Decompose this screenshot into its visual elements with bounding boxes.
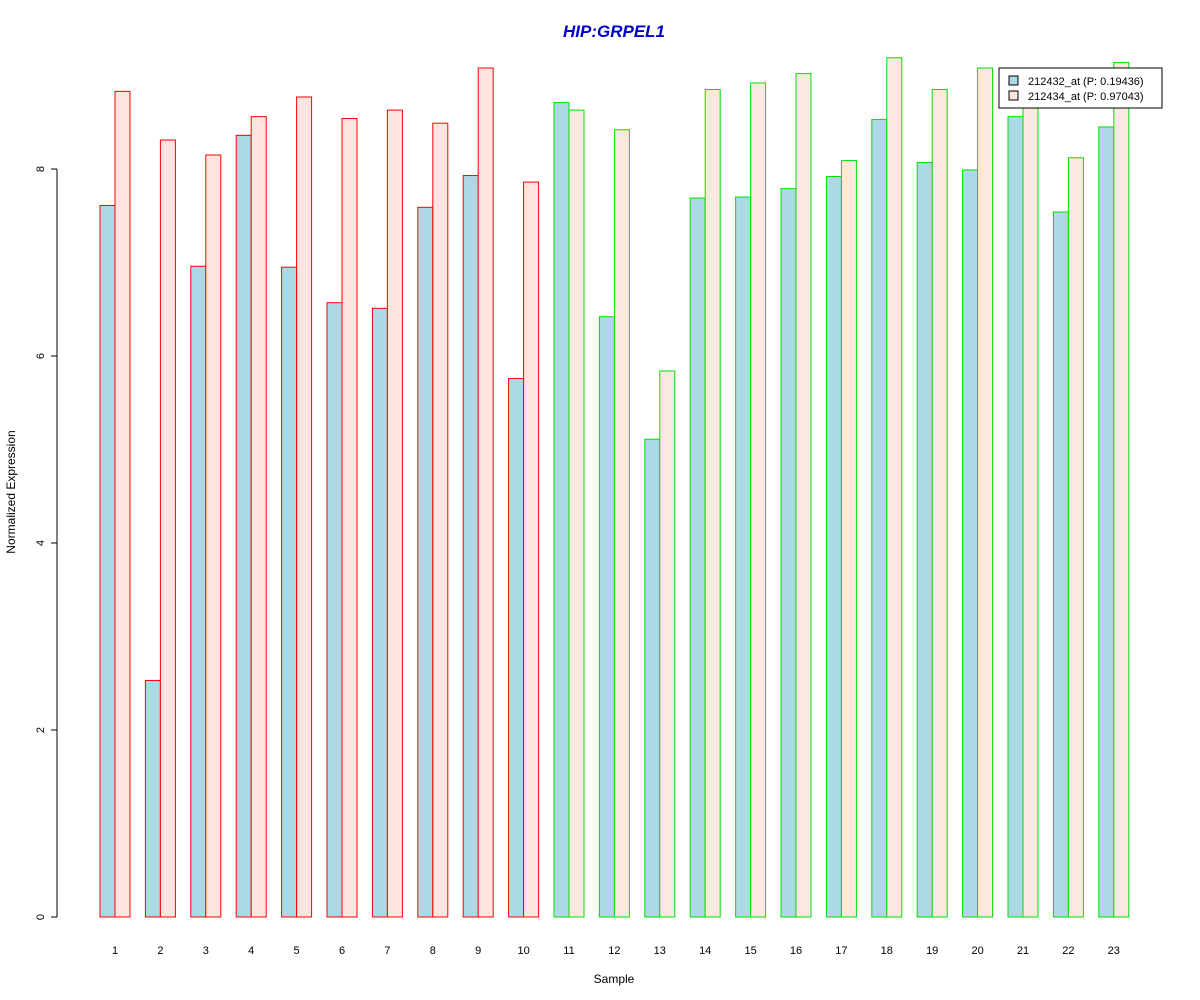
bar-212434-at-sample-11 [568, 109, 585, 918]
bar-212434-at-sample-15 [750, 82, 767, 918]
bar-212432-at-sample-2 [144, 679, 161, 918]
bar-212434-at-sample-6 [341, 118, 358, 918]
x-tick-label-11: 11 [563, 945, 574, 957]
bar-212434-at-sample-22 [1067, 157, 1084, 918]
legend-label-series-1: 212432_at (P: 0.19436) [1028, 76, 1144, 88]
x-tick-label-7: 7 [384, 945, 390, 957]
bar-212432-at-sample-22 [1052, 211, 1069, 918]
x-tick-label-10: 10 [517, 945, 529, 957]
x-tick-label-19: 19 [926, 945, 938, 957]
x-tick-label-2: 2 [157, 945, 163, 957]
y-axis-label: Normalized Expression [4, 430, 18, 553]
bar-212434-at-sample-2 [159, 139, 176, 918]
bar-212434-at-sample-1 [114, 90, 131, 918]
bar-212432-at-sample-3 [190, 265, 207, 918]
bar-212432-at-sample-17 [825, 175, 842, 918]
bar-212434-at-sample-3 [205, 154, 222, 918]
bar-212432-at-sample-19 [916, 161, 933, 918]
x-tick-label-4: 4 [248, 945, 254, 957]
bar-212432-at-sample-7 [371, 307, 388, 918]
bar-212432-at-sample-14 [689, 197, 706, 918]
x-tick-label-5: 5 [294, 945, 300, 957]
bar-212432-at-sample-13 [644, 438, 661, 918]
x-tick-label-1: 1 [112, 945, 118, 957]
bar-212432-at-sample-4 [235, 134, 252, 918]
x-axis-label: Sample [594, 972, 635, 986]
bars [99, 57, 1130, 918]
x-tick-label-18: 18 [881, 945, 893, 957]
y-tick-label: 4 [35, 540, 47, 546]
bar-212432-at-sample-18 [871, 118, 888, 918]
bar-212434-at-sample-5 [296, 96, 313, 918]
x-tick-label-22: 22 [1062, 945, 1074, 957]
x-tick-label-8: 8 [430, 945, 436, 957]
bar-212434-at-sample-10 [523, 181, 540, 918]
x-tick-label-21: 21 [1017, 945, 1029, 957]
bar-212434-at-sample-13 [659, 370, 676, 918]
bar-212434-at-sample-8 [432, 122, 449, 918]
bar-212434-at-sample-7 [386, 109, 403, 918]
x-tick-label-14: 14 [699, 945, 711, 957]
bar-212434-at-sample-23 [1113, 61, 1130, 918]
bar-212432-at-sample-5 [281, 266, 298, 918]
bar-212434-at-sample-21 [1022, 87, 1039, 918]
bar-212432-at-sample-20 [962, 169, 979, 918]
bar-212432-at-sample-12 [598, 316, 615, 918]
x-tick-label-13: 13 [654, 945, 666, 957]
bar-212434-at-sample-12 [613, 129, 630, 918]
x-tick-label-20: 20 [971, 945, 983, 957]
x-tick-labels: 1 2 3 4 5 6 7 8 9 10 11 12 13 14 15 16 17 18 19 20 21 22 23 [112, 945, 1120, 957]
x-tick-label-9: 9 [475, 945, 481, 957]
bar-212434-at-sample-19 [931, 89, 948, 918]
bar-212432-at-sample-8 [417, 206, 434, 918]
x-tick-label-12: 12 [608, 945, 620, 957]
bar-212432-at-sample-15 [735, 196, 752, 918]
bar-212432-at-sample-10 [508, 377, 525, 918]
y-tick-label: 6 [35, 353, 47, 359]
bar-212434-at-sample-14 [704, 89, 721, 918]
x-tick-label-6: 6 [339, 945, 345, 957]
x-tick-label-17: 17 [835, 945, 847, 957]
legend-swatch-series-1 [1008, 75, 1019, 86]
bar-212432-at-sample-11 [553, 102, 570, 918]
bar-212432-at-sample-21 [1007, 116, 1024, 918]
legend: 212432_at (P: 0.19436) 212434_at (P: 0.9… [998, 67, 1163, 109]
bar-212434-at-sample-20 [977, 67, 994, 918]
y-tick-label: 0 [35, 914, 47, 920]
bar-212432-at-sample-23 [1098, 126, 1115, 918]
bar-212434-at-sample-4 [250, 116, 267, 918]
legend-swatch-series-2 [1008, 90, 1019, 101]
bar-212434-at-sample-9 [477, 67, 494, 918]
legend-box [998, 67, 1163, 109]
y-axis: 0 2 4 6 8 [35, 166, 58, 920]
x-tick-label-23: 23 [1108, 945, 1120, 957]
bar-212432-at-sample-6 [326, 302, 343, 918]
x-tick-label-16: 16 [790, 945, 802, 957]
chart-title: HIP:GRPEL1 [563, 22, 665, 41]
x-tick-label-3: 3 [203, 945, 209, 957]
bar-212434-at-sample-17 [840, 160, 857, 918]
bar-212432-at-sample-1 [99, 204, 116, 918]
bar-212432-at-sample-9 [462, 175, 479, 918]
bar-212434-at-sample-16 [795, 73, 812, 918]
legend-label-series-2: 212434_at (P: 0.97043) [1028, 91, 1144, 103]
bar-212434-at-sample-18 [886, 57, 903, 918]
x-tick-label-15: 15 [744, 945, 756, 957]
y-tick-label: 8 [35, 166, 47, 172]
y-tick-label: 2 [35, 727, 47, 733]
bar-212432-at-sample-16 [780, 188, 797, 918]
